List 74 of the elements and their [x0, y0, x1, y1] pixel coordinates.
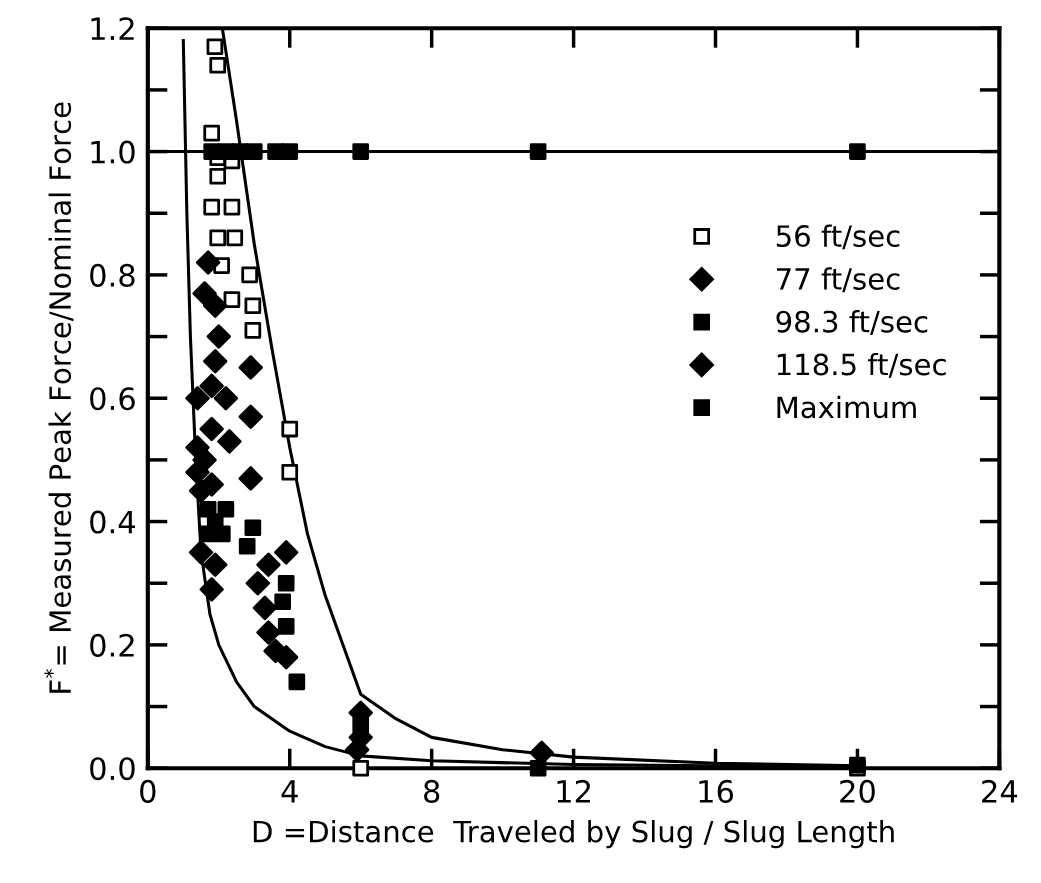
point — [849, 143, 866, 160]
point — [209, 56, 227, 74]
point — [281, 143, 299, 160]
y-tick-label: 1.2 — [91, 17, 134, 40]
y-tick-label: 0.4 — [90, 510, 135, 534]
legend-label: Maximum — [777, 395, 916, 419]
legend-label: 77 ft/sec — [776, 267, 900, 293]
point — [277, 618, 295, 635]
point — [277, 574, 295, 592]
point — [206, 324, 231, 349]
point — [195, 250, 221, 275]
point — [238, 355, 263, 380]
y-axis-title: F$^{*}$= Measured Peak Force/Nominal Force — [44, 102, 74, 693]
point — [203, 124, 221, 142]
point — [226, 229, 244, 247]
x-tick-label: 0 — [140, 779, 156, 803]
point — [529, 143, 547, 160]
legend-label: 56 ft/sec — [776, 224, 900, 250]
y-tick-label: 0.8 — [90, 263, 135, 287]
point — [281, 463, 299, 481]
point — [274, 645, 299, 670]
point — [206, 38, 224, 56]
point — [223, 291, 241, 308]
point — [529, 759, 547, 777]
y-tick-label: 0.6 — [90, 387, 135, 411]
point — [192, 281, 217, 306]
x-axis-title: D =Distance Traveled by Slug / Slug Length — [253, 820, 894, 849]
point — [209, 167, 227, 185]
x-tick-label: 16 — [699, 779, 734, 803]
point — [217, 429, 242, 454]
point — [203, 349, 228, 374]
point — [199, 416, 224, 442]
x-tick-label: 24 — [982, 779, 1018, 803]
point — [238, 404, 263, 429]
y-tick-label: 0.0 — [90, 757, 135, 781]
legend-label: 118.5 ft/sec — [777, 352, 946, 378]
point — [352, 143, 370, 160]
x-tick-label: 8 — [424, 779, 440, 803]
point — [199, 525, 217, 543]
point — [203, 143, 221, 160]
point — [209, 229, 227, 247]
point — [188, 540, 214, 565]
x-tick-label: 12 — [557, 779, 590, 803]
legend-label: 98.3 ft/sec — [776, 310, 928, 335]
point — [274, 540, 299, 565]
point — [252, 595, 278, 621]
y-tick-label: 0.2 — [90, 633, 134, 657]
point — [245, 571, 271, 596]
point — [192, 447, 217, 473]
point — [288, 673, 306, 691]
x-tick-label: 20 — [840, 779, 875, 803]
point — [203, 198, 221, 216]
point — [185, 386, 210, 411]
point — [203, 293, 228, 318]
point — [203, 552, 228, 577]
point — [213, 386, 239, 411]
point — [256, 620, 281, 645]
point — [223, 198, 241, 216]
x-tick-label: 4 — [281, 780, 298, 803]
y-tick-label: 1.0 — [91, 140, 135, 164]
point — [245, 143, 263, 160]
point — [238, 466, 263, 491]
point — [199, 577, 224, 602]
point — [256, 552, 281, 577]
point — [244, 322, 262, 339]
point — [244, 297, 262, 315]
point — [241, 266, 258, 284]
point — [244, 519, 262, 537]
point — [352, 759, 370, 777]
point — [274, 593, 291, 611]
point — [238, 537, 256, 555]
point — [199, 373, 224, 399]
point — [217, 500, 235, 518]
point — [281, 420, 299, 438]
